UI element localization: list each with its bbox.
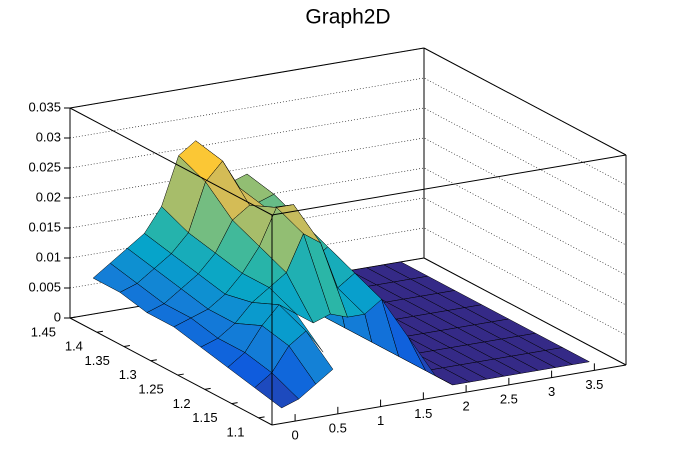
z-tick-label: 0.025 <box>28 159 61 174</box>
y-tick-label: 1.25 <box>138 382 163 397</box>
axis-line <box>271 364 627 426</box>
y-tick-label: 1.4 <box>65 339 83 354</box>
y-tick <box>69 316 77 319</box>
y-tick <box>231 402 238 405</box>
box-edge <box>69 47 425 109</box>
y-tick <box>204 387 211 390</box>
y-tick-label: 1.35 <box>85 353 110 368</box>
box-edge <box>271 154 627 216</box>
y-tick-label: 1.2 <box>173 396 191 411</box>
z-tick-label: 0 <box>54 309 61 324</box>
y-tick-label: 1.45 <box>31 324 56 339</box>
y-tick <box>177 373 184 376</box>
y-tick <box>258 416 265 419</box>
y-tick-label: 1.3 <box>119 367 137 382</box>
x-tick-label: 3.5 <box>585 377 603 392</box>
grid-line <box>69 47 627 156</box>
x-tick-label: 2.5 <box>500 391 518 406</box>
x-tick-label: 0.5 <box>329 420 347 435</box>
z-tick-label: 0.035 <box>28 99 61 114</box>
y-tick <box>123 345 130 348</box>
y-tick-label: 1.15 <box>192 410 217 425</box>
x-tick-label: 3 <box>548 384 555 399</box>
x-tick-label: 0 <box>291 428 298 443</box>
y-tick <box>150 359 157 362</box>
x-tick-label: 1 <box>377 413 384 428</box>
z-tick-label: 0.01 <box>36 249 61 264</box>
z-tick-label: 0.02 <box>36 189 61 204</box>
z-tick-label: 0.03 <box>36 129 61 144</box>
x-tick-label: 2 <box>462 399 469 414</box>
y-tick <box>96 330 104 333</box>
axis-line <box>69 317 273 426</box>
surface-cell <box>408 337 453 386</box>
box-edge <box>69 107 273 216</box>
z-tick-label: 0.005 <box>28 279 61 294</box>
z-tick-label: 0.015 <box>28 219 61 234</box>
y-tick-label: 1.1 <box>226 424 244 439</box>
x-tick-label: 1.5 <box>414 406 432 421</box>
chart-title: Graph2D <box>305 6 390 29</box>
